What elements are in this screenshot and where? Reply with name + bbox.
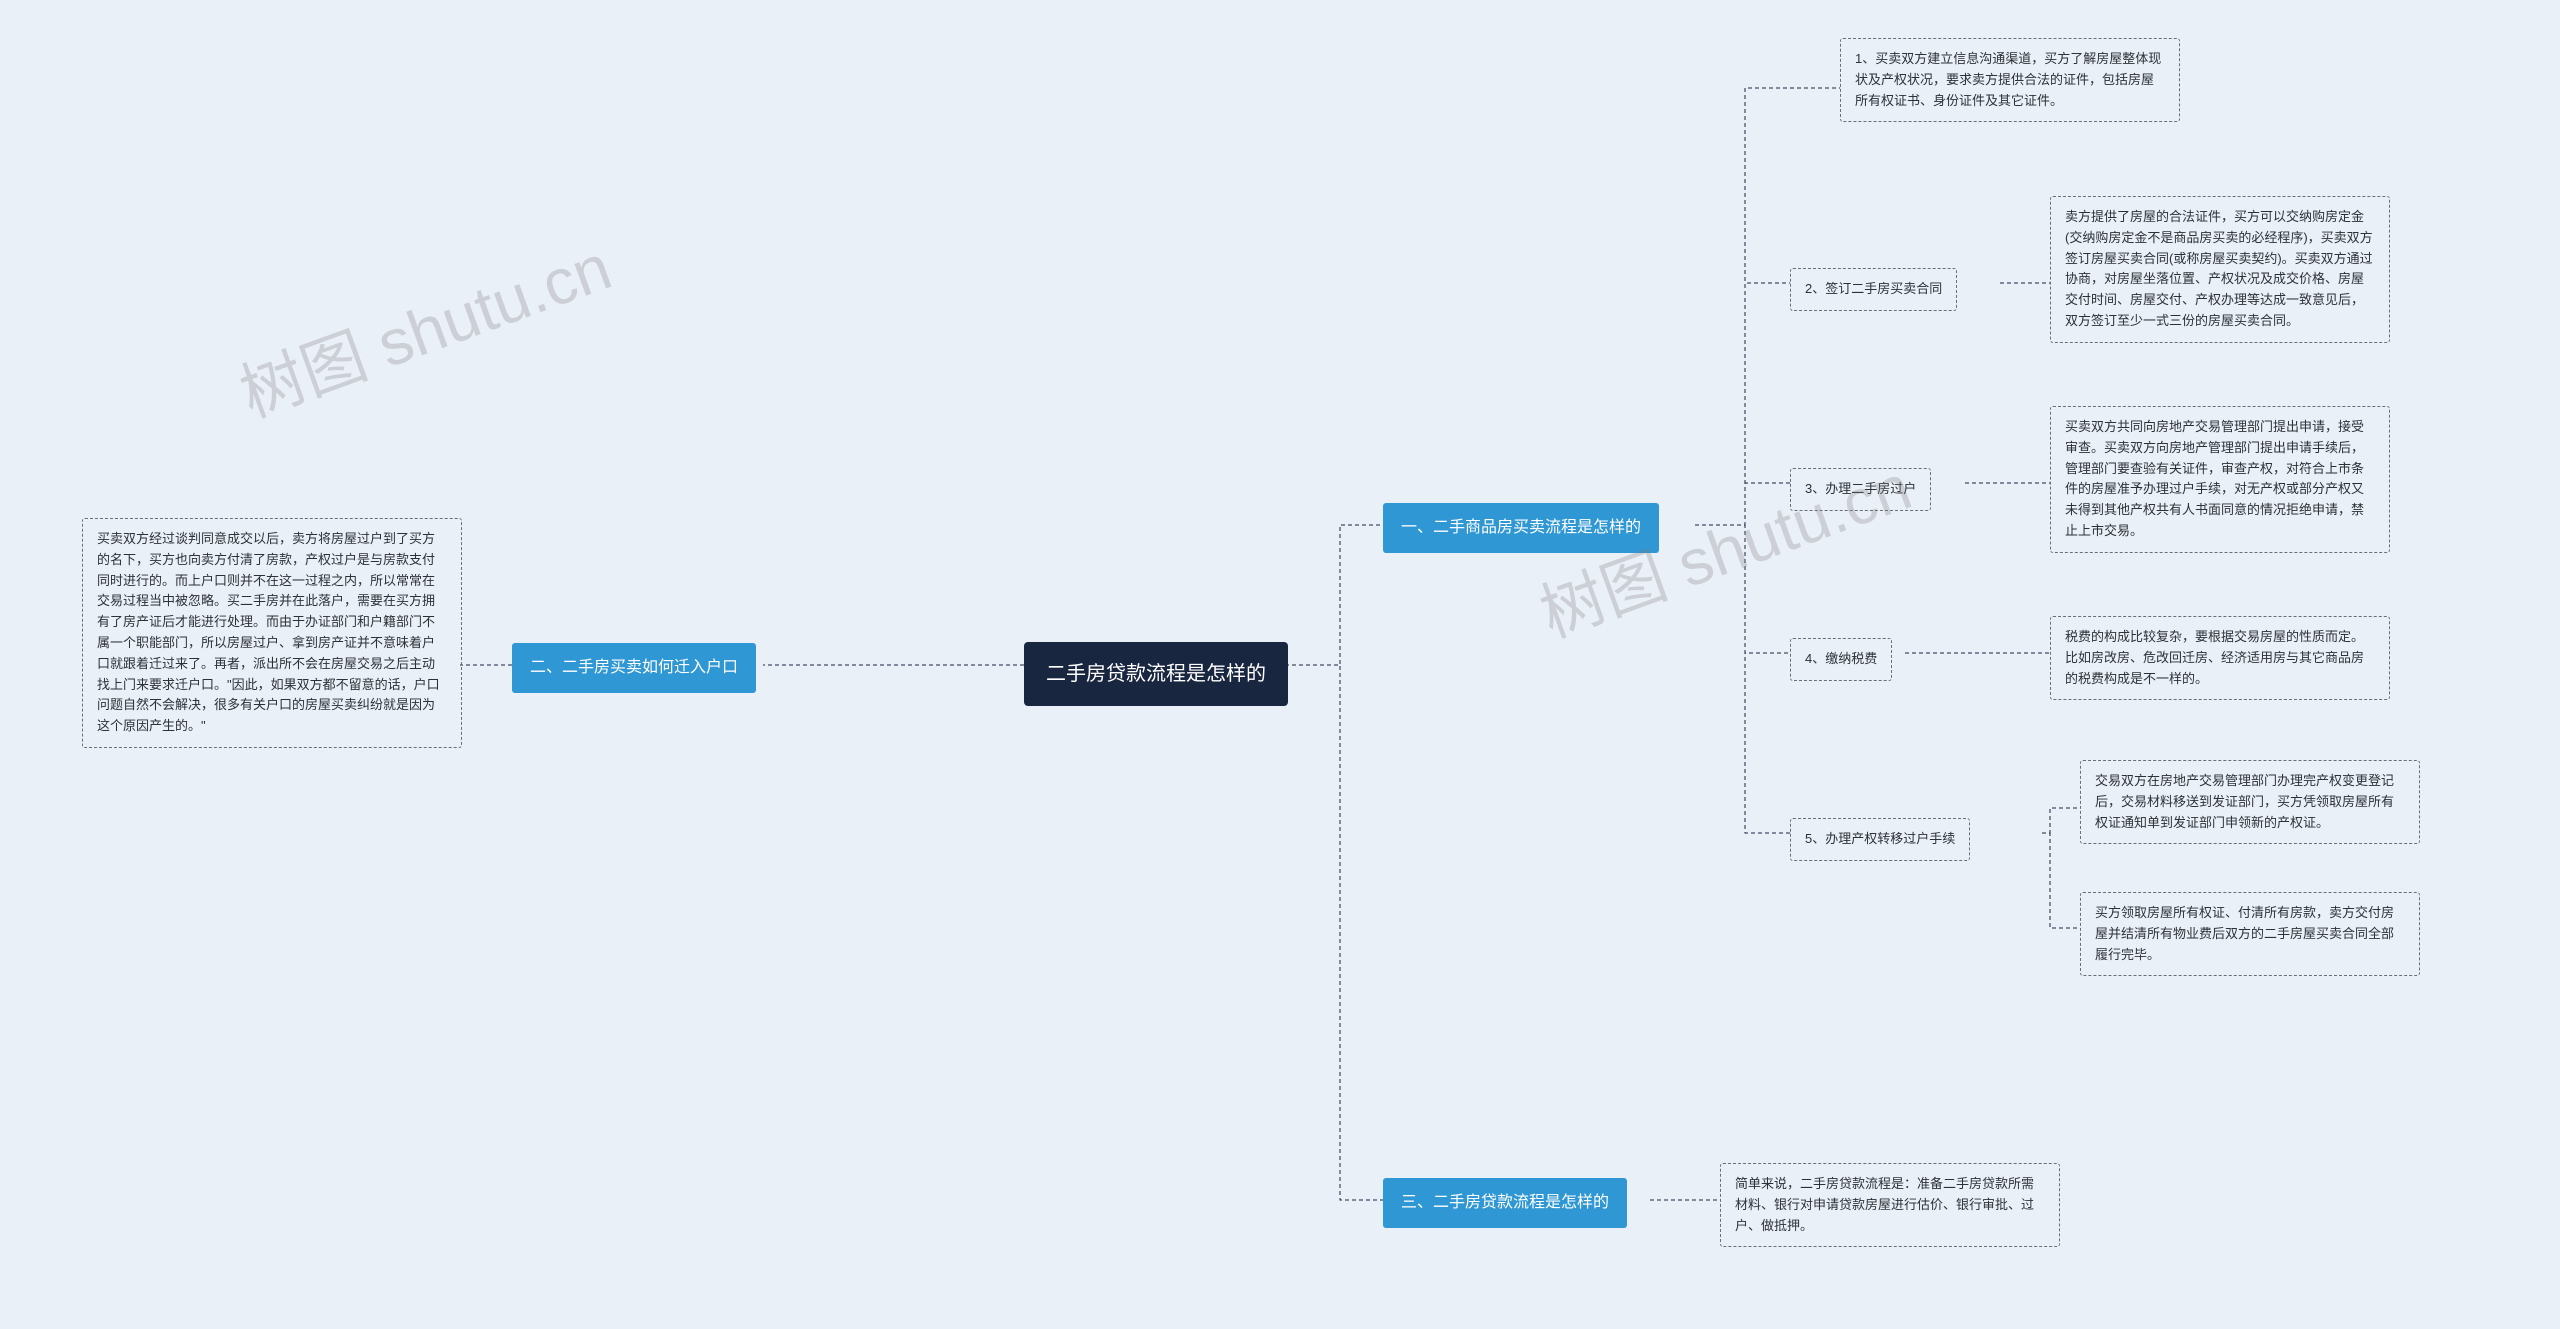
branch-1-item-4[interactable]: 4、缴纳税费 (1790, 638, 1892, 681)
branch-1-item-5[interactable]: 5、办理产权转移过户手续 (1790, 818, 1970, 861)
branch-2-desc: 买卖双方经过谈判同意成交以后，卖方将房屋过户到了买方的名下，买方也向卖方付清了房… (82, 518, 462, 748)
branch-1-label: 一、二手商品房买卖流程是怎样的 (1401, 519, 1641, 536)
branch-3-desc: 简单来说，二手房贷款流程是：准备二手房贷款所需材料、银行对申请贷款房屋进行估价、… (1720, 1163, 2060, 1247)
branch-1-item-1-desc: 1、买卖双方建立信息沟通渠道，买方了解房屋整体现状及产权状况，要求卖方提供合法的… (1840, 38, 2180, 122)
branch-2-label: 二、二手房买卖如何迁入户口 (530, 659, 738, 676)
root-node[interactable]: 二手房贷款流程是怎样的 (1024, 642, 1288, 706)
branch-1-item-4-desc: 税费的构成比较复杂，要根据交易房屋的性质而定。比如房改房、危改回迁房、经济适用房… (2050, 616, 2390, 700)
root-label: 二手房贷款流程是怎样的 (1046, 663, 1266, 685)
branch-1-item-5-desc2: 买方领取房屋所有权证、付清所有房款，卖方交付房屋并结清所有物业费后双方的二手房屋… (2080, 892, 2420, 976)
branch-3[interactable]: 三、二手房贷款流程是怎样的 (1383, 1178, 1627, 1228)
branch-1-item-2[interactable]: 2、签订二手房买卖合同 (1790, 268, 1957, 311)
branch-1-item-3[interactable]: 3、办理二手房过户 (1790, 468, 1931, 511)
branch-1-item-2-desc: 卖方提供了房屋的合法证件，买方可以交纳购房定金(交纳购房定金不是商品房买卖的必经… (2050, 196, 2390, 343)
branch-1-item-3-desc: 买卖双方共同向房地产交易管理部门提出申请，接受审查。买卖双方向房地产管理部门提出… (2050, 406, 2390, 553)
branch-3-label: 三、二手房贷款流程是怎样的 (1401, 1194, 1609, 1211)
branch-1[interactable]: 一、二手商品房买卖流程是怎样的 (1383, 503, 1659, 553)
branch-1-item-5-desc1: 交易双方在房地产交易管理部门办理完产权变更登记后，交易材料移送到发证部门，买方凭… (2080, 760, 2420, 844)
watermark-1: 树图 shutu.cn (226, 216, 622, 435)
branch-2[interactable]: 二、二手房买卖如何迁入户口 (512, 643, 756, 693)
